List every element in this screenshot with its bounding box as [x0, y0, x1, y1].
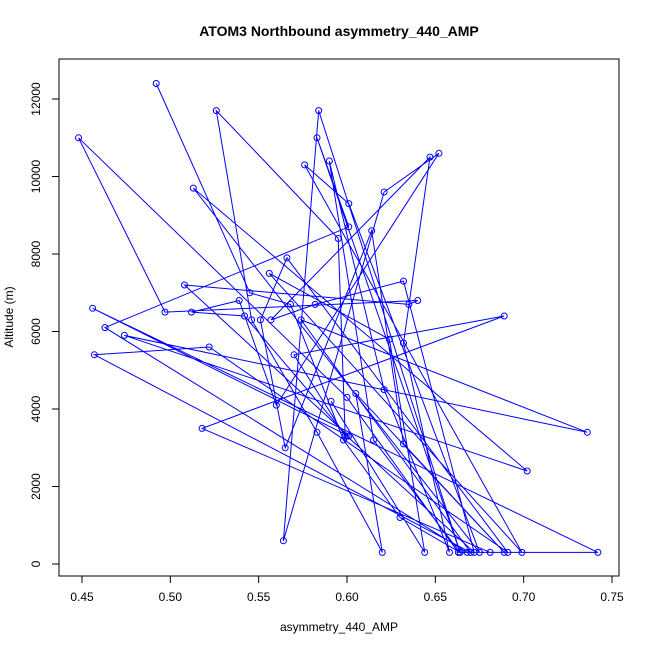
x-tick-label: 0.65	[424, 590, 448, 604]
data-point	[246, 289, 254, 297]
x-tick-label: 0.45	[70, 590, 94, 604]
data-point	[380, 386, 388, 394]
data-point	[486, 548, 494, 556]
x-axis-label: asymmetry_440_AMP	[280, 620, 398, 634]
data-point	[75, 134, 82, 142]
data-point	[315, 107, 323, 115]
data-point	[370, 436, 377, 444]
data-point	[272, 401, 280, 409]
data-point	[313, 134, 321, 142]
data-point	[380, 188, 388, 196]
data-point	[504, 548, 512, 556]
data-point	[368, 227, 376, 235]
data-point	[265, 269, 273, 277]
data-point	[435, 149, 443, 157]
x-axis: 0.45 0.50 0.55 0.60 0.65 0.70 0.75	[70, 575, 624, 604]
data-point	[470, 548, 478, 556]
y-tick-label: 0	[29, 560, 43, 567]
y-axis: 0 2000 4000 6000 8000 10000 12000	[29, 82, 60, 567]
data-point	[279, 537, 287, 545]
data-point	[345, 223, 353, 231]
data-point	[90, 351, 98, 359]
data-point	[205, 343, 213, 351]
plot-frame	[58, 58, 620, 577]
data-point	[454, 548, 462, 556]
data-point	[378, 548, 386, 556]
data-point	[400, 339, 407, 347]
x-tick-label: 0.70	[512, 590, 536, 604]
data-point	[256, 316, 264, 324]
data-point	[345, 432, 353, 440]
data-point	[518, 548, 526, 556]
data-point	[446, 548, 453, 556]
series-layer	[75, 80, 602, 556]
y-tick-label: 8000	[29, 240, 43, 267]
data-point	[198, 424, 206, 432]
data-point	[343, 393, 351, 401]
data-point	[341, 432, 349, 440]
data-point	[161, 308, 169, 316]
y-tick-label: 10000	[29, 159, 43, 193]
data-point	[235, 297, 243, 304]
data-point	[301, 161, 309, 169]
data-point	[421, 548, 429, 556]
data-point	[189, 184, 197, 192]
data-point	[400, 277, 407, 285]
data-point	[500, 312, 508, 320]
data-point	[287, 300, 294, 308]
data-point	[327, 397, 335, 405]
data-point	[396, 514, 404, 521]
data-point	[101, 324, 109, 332]
y-tick-label: 2000	[29, 473, 43, 500]
data-point	[212, 107, 220, 115]
data-point	[89, 304, 97, 312]
data-point	[152, 80, 160, 87]
x-tick-label: 0.60	[335, 590, 359, 604]
data-point	[267, 316, 275, 324]
x-tick-label: 0.75	[600, 590, 624, 604]
data-point	[120, 331, 128, 339]
series-line	[78, 83, 599, 554]
y-tick-label: 4000	[29, 395, 43, 422]
data-point	[405, 300, 413, 308]
data-point	[414, 297, 422, 304]
data-point	[385, 335, 393, 343]
y-tick-label: 6000	[29, 318, 43, 345]
data-point	[325, 157, 333, 165]
data-point	[241, 312, 248, 320]
data-point	[500, 548, 508, 556]
data-point	[281, 444, 289, 452]
data-point	[290, 351, 298, 359]
data-point	[313, 428, 321, 436]
chart-title: ATOM3 Northbound asymmetry_440_AMP	[199, 23, 479, 39]
data-point	[426, 153, 434, 161]
data-point	[523, 467, 531, 475]
data-point	[297, 316, 305, 324]
y-tick-label: 12000	[29, 82, 43, 116]
data-point	[334, 235, 342, 242]
data-point	[352, 390, 360, 397]
data-point	[311, 300, 319, 308]
data-point	[340, 436, 347, 444]
data-point	[283, 254, 291, 262]
x-tick-label: 0.55	[247, 590, 271, 604]
data-point	[467, 548, 475, 556]
data-point	[594, 548, 602, 556]
x-tick-label: 0.50	[159, 590, 183, 604]
data-point	[400, 440, 407, 448]
y-axis-label: Altitude (m)	[2, 286, 16, 347]
data-point	[583, 428, 591, 436]
data-point	[463, 548, 471, 556]
data-point	[345, 200, 353, 208]
data-point	[188, 308, 195, 316]
data-point	[248, 316, 256, 324]
data-point	[181, 281, 188, 289]
data-point	[476, 548, 483, 556]
